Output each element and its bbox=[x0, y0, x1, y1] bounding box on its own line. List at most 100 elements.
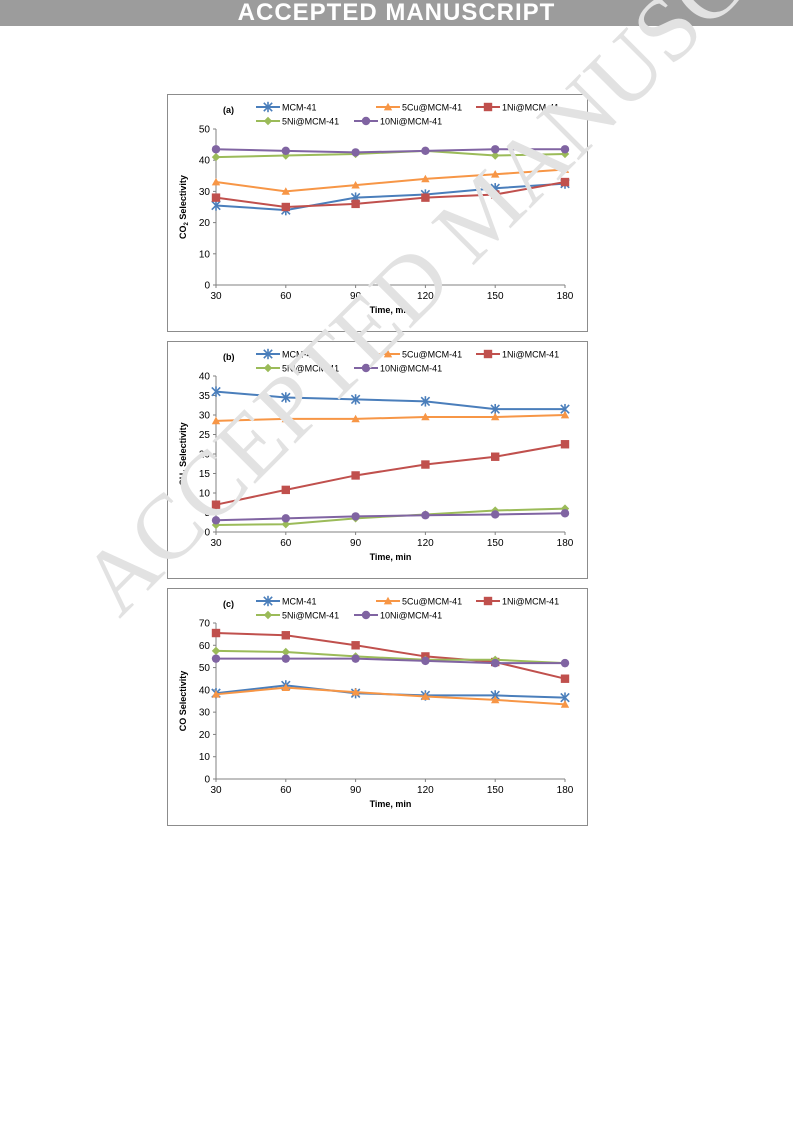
y-axis-label: CO2 Selectivity bbox=[178, 175, 190, 239]
data-point bbox=[281, 647, 290, 657]
y-tick-label: 0 bbox=[204, 775, 210, 786]
data-point bbox=[491, 412, 500, 421]
data-point bbox=[491, 510, 500, 519]
y-tick-label: 10 bbox=[199, 489, 211, 500]
legend-marker bbox=[263, 610, 273, 620]
y-tick-label: 60 bbox=[199, 641, 211, 652]
x-axis-label: Time, min bbox=[370, 305, 412, 315]
y-tick-label: 30 bbox=[199, 187, 211, 198]
legend-entry: 10Ni@MCM-41 bbox=[354, 364, 442, 374]
data-point bbox=[560, 658, 570, 668]
x-axis-label: Time, min bbox=[370, 799, 412, 809]
data-point bbox=[421, 692, 430, 700]
x-tick-label: 60 bbox=[280, 538, 292, 549]
data-point bbox=[351, 641, 360, 650]
series-line bbox=[215, 443, 566, 506]
data-point bbox=[211, 386, 221, 397]
x-tick-label: 180 bbox=[557, 785, 574, 796]
legend-label: 5Cu@MCM-41 bbox=[402, 597, 462, 607]
data-point bbox=[211, 646, 221, 656]
x-tick-label: 30 bbox=[210, 785, 222, 796]
data-point bbox=[560, 410, 570, 419]
data-point bbox=[491, 145, 500, 154]
legend-entry: 5Ni@MCM-41 bbox=[256, 364, 339, 374]
x-tick-label: 120 bbox=[417, 785, 434, 796]
legend-marker bbox=[383, 596, 393, 605]
series-line bbox=[215, 632, 566, 680]
data-point bbox=[211, 500, 221, 509]
legend-label: 5Cu@MCM-41 bbox=[402, 350, 462, 360]
panel-label: (b) bbox=[223, 352, 235, 362]
data-point bbox=[491, 190, 500, 199]
data-point bbox=[491, 658, 500, 668]
y-tick-label: 10 bbox=[199, 249, 211, 260]
legend-entry: 10Ni@MCM-41 bbox=[354, 117, 442, 127]
legend-label: 1Ni@MCM-41 bbox=[502, 350, 559, 360]
data-point bbox=[421, 412, 430, 421]
x-tick-label: 120 bbox=[417, 538, 434, 549]
data-point bbox=[351, 180, 360, 189]
x-tick-label: 30 bbox=[210, 538, 222, 549]
y-tick-label: 20 bbox=[199, 450, 211, 461]
legend-marker bbox=[383, 349, 393, 358]
y-tick-label: 5 bbox=[204, 508, 210, 519]
legend-marker bbox=[263, 116, 273, 126]
legend-marker bbox=[483, 349, 493, 359]
series-line bbox=[215, 148, 565, 154]
x-tick-label: 90 bbox=[350, 291, 362, 302]
y-tick-label: 40 bbox=[199, 156, 211, 167]
data-point bbox=[421, 193, 430, 202]
legend-entry: 10Ni@MCM-41 bbox=[354, 611, 442, 621]
data-point bbox=[211, 416, 221, 425]
data-point bbox=[211, 177, 221, 186]
x-axis-label: Time, min bbox=[370, 552, 412, 562]
data-point bbox=[211, 654, 221, 663]
legend-entry: 1Ni@MCM-41 bbox=[476, 597, 559, 607]
series-line bbox=[215, 390, 565, 411]
data-point bbox=[420, 396, 431, 407]
y-tick-label: 40 bbox=[199, 372, 211, 383]
x-tick-label: 30 bbox=[210, 291, 222, 302]
data-point bbox=[350, 394, 361, 405]
legend-label: 5Cu@MCM-41 bbox=[402, 103, 462, 113]
y-tick-label: 0 bbox=[204, 528, 210, 539]
x-tick-label: 180 bbox=[557, 538, 574, 549]
legend-marker bbox=[263, 363, 273, 373]
y-tick-label: 50 bbox=[199, 125, 211, 136]
x-tick-label: 150 bbox=[487, 291, 504, 302]
panel-label: (a) bbox=[223, 105, 234, 115]
data-point bbox=[491, 170, 500, 178]
y-tick-label: 25 bbox=[199, 430, 211, 441]
data-point bbox=[351, 654, 360, 663]
legend-marker bbox=[263, 101, 273, 113]
data-point bbox=[560, 440, 570, 449]
legend-entry: 5Ni@MCM-41 bbox=[256, 117, 339, 127]
y-tick-label: 30 bbox=[199, 708, 211, 719]
data-point bbox=[421, 656, 430, 666]
legend-marker bbox=[263, 595, 273, 607]
y-tick-label: 10 bbox=[199, 752, 211, 763]
y-tick-label: 15 bbox=[199, 469, 211, 480]
series-line bbox=[215, 414, 566, 422]
series-line bbox=[215, 686, 566, 706]
y-tick-label: 70 bbox=[199, 619, 211, 630]
panel-label: (c) bbox=[223, 599, 234, 609]
legend-entry: 5Cu@MCM-41 bbox=[376, 350, 462, 360]
legend-label: 1Ni@MCM-41 bbox=[502, 597, 559, 607]
data-point bbox=[211, 628, 221, 638]
data-point bbox=[211, 516, 221, 525]
data-point bbox=[281, 187, 290, 195]
y-axis-label: CH4 Selectivity bbox=[178, 422, 190, 485]
x-tick-label: 120 bbox=[417, 291, 434, 302]
chart-svg: (b) MCM-41 5Cu@MCM-41 1Ni@MCM-41 5Ni@MCM-41 1… bbox=[178, 348, 574, 562]
x-tick-label: 90 bbox=[350, 785, 362, 796]
y-tick-label: 0 bbox=[204, 281, 210, 292]
data-point bbox=[281, 631, 290, 640]
data-point bbox=[281, 202, 290, 212]
data-point bbox=[351, 512, 360, 521]
x-tick-label: 150 bbox=[487, 785, 504, 796]
data-point bbox=[491, 151, 500, 160]
data-point bbox=[211, 200, 221, 211]
x-tick-label: 60 bbox=[280, 291, 292, 302]
accepted-manuscript-banner: ACCEPTED MANUSCRIPT bbox=[0, 0, 793, 26]
